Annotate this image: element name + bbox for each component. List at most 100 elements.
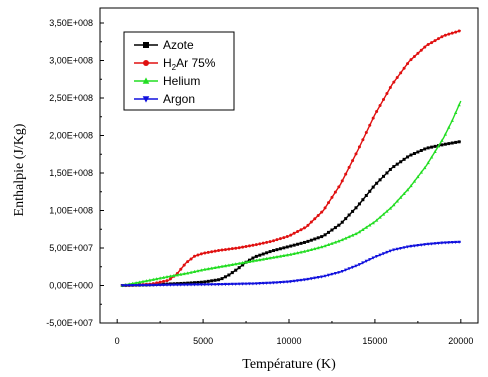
data-point bbox=[165, 275, 169, 279]
data-point bbox=[141, 279, 145, 283]
data-point bbox=[227, 247, 231, 251]
data-point bbox=[254, 254, 258, 258]
data-point bbox=[402, 157, 406, 161]
data-point bbox=[278, 237, 282, 241]
data-point bbox=[158, 283, 162, 287]
series-line-argon bbox=[122, 241, 461, 287]
data-point bbox=[447, 32, 451, 36]
data-point bbox=[347, 165, 351, 169]
y-axis-title: Enthalpie (J/Kg) bbox=[12, 123, 27, 216]
data-point bbox=[371, 116, 375, 120]
data-point bbox=[313, 276, 317, 280]
data-point bbox=[206, 283, 210, 287]
legend-item-argon: Argon bbox=[134, 92, 195, 106]
data-point bbox=[371, 221, 375, 225]
data-point bbox=[230, 247, 234, 251]
data-point bbox=[234, 282, 238, 286]
data-point bbox=[254, 243, 258, 247]
data-point bbox=[240, 282, 245, 286]
data-point bbox=[385, 92, 389, 95]
data-point bbox=[316, 246, 320, 250]
data-point bbox=[172, 273, 176, 277]
data-point bbox=[234, 268, 238, 272]
data-point bbox=[357, 145, 361, 149]
data-point bbox=[320, 235, 324, 239]
data-point bbox=[127, 284, 131, 288]
data-point bbox=[364, 259, 368, 263]
data-point bbox=[258, 242, 262, 246]
data-point bbox=[402, 66, 406, 70]
data-point bbox=[361, 261, 365, 265]
data-point bbox=[333, 272, 338, 276]
data-point bbox=[185, 271, 190, 275]
data-point bbox=[179, 267, 183, 271]
data-point bbox=[419, 170, 423, 174]
data-point bbox=[399, 160, 403, 164]
data-point bbox=[189, 257, 193, 261]
data-point bbox=[337, 185, 341, 189]
data-point bbox=[319, 275, 324, 279]
data-point bbox=[344, 217, 348, 221]
data-point bbox=[275, 281, 279, 285]
data-point bbox=[182, 263, 186, 267]
data-point bbox=[165, 279, 169, 283]
data-point bbox=[426, 146, 430, 150]
data-point bbox=[241, 263, 245, 267]
data-point bbox=[186, 281, 190, 285]
data-point bbox=[429, 155, 434, 159]
data-point bbox=[440, 241, 444, 245]
data-point bbox=[306, 248, 310, 252]
data-point bbox=[368, 258, 372, 262]
data-point bbox=[186, 260, 190, 264]
data-point bbox=[175, 273, 179, 277]
data-point bbox=[168, 274, 173, 278]
legend-marker bbox=[143, 60, 149, 66]
data-point bbox=[196, 280, 200, 284]
data-point bbox=[302, 226, 306, 230]
data-point bbox=[193, 281, 196, 285]
data-point bbox=[344, 172, 348, 176]
data-point bbox=[192, 283, 197, 287]
data-point bbox=[265, 281, 269, 285]
data-point bbox=[333, 226, 337, 230]
data-point bbox=[203, 267, 207, 271]
data-point bbox=[230, 262, 234, 266]
data-point bbox=[347, 267, 351, 271]
data-point bbox=[354, 152, 358, 156]
data-point bbox=[162, 279, 166, 283]
data-point bbox=[447, 241, 451, 245]
data-point bbox=[230, 271, 234, 275]
data-point bbox=[165, 283, 169, 287]
data-point bbox=[378, 253, 382, 257]
data-point bbox=[299, 241, 303, 245]
y-tick-label: 2,00E+008 bbox=[49, 131, 93, 141]
data-point bbox=[454, 240, 458, 245]
legend-label: Argon bbox=[163, 92, 195, 106]
data-point bbox=[144, 279, 149, 283]
data-point bbox=[213, 283, 217, 287]
data-point bbox=[210, 279, 214, 283]
data-point bbox=[382, 98, 385, 101]
data-point bbox=[381, 252, 386, 256]
y-tick-label: 3,00E+008 bbox=[49, 56, 93, 66]
data-point bbox=[433, 39, 437, 43]
y-tick-label: 3,50E+008 bbox=[49, 18, 93, 28]
data-point bbox=[454, 30, 458, 34]
data-point bbox=[223, 264, 228, 268]
data-point bbox=[299, 278, 303, 282]
data-point bbox=[454, 110, 458, 115]
data-point bbox=[426, 160, 430, 165]
data-point bbox=[388, 249, 393, 253]
data-point bbox=[130, 284, 135, 288]
data-point bbox=[416, 150, 420, 154]
data-point bbox=[244, 245, 248, 248]
data-point bbox=[220, 277, 224, 281]
data-point bbox=[416, 174, 420, 179]
data-point bbox=[385, 171, 389, 175]
data-point bbox=[333, 240, 338, 244]
data-point bbox=[158, 280, 162, 284]
data-point bbox=[306, 277, 310, 281]
data-point bbox=[406, 155, 410, 159]
data-point bbox=[423, 243, 427, 247]
data-point bbox=[282, 246, 286, 250]
